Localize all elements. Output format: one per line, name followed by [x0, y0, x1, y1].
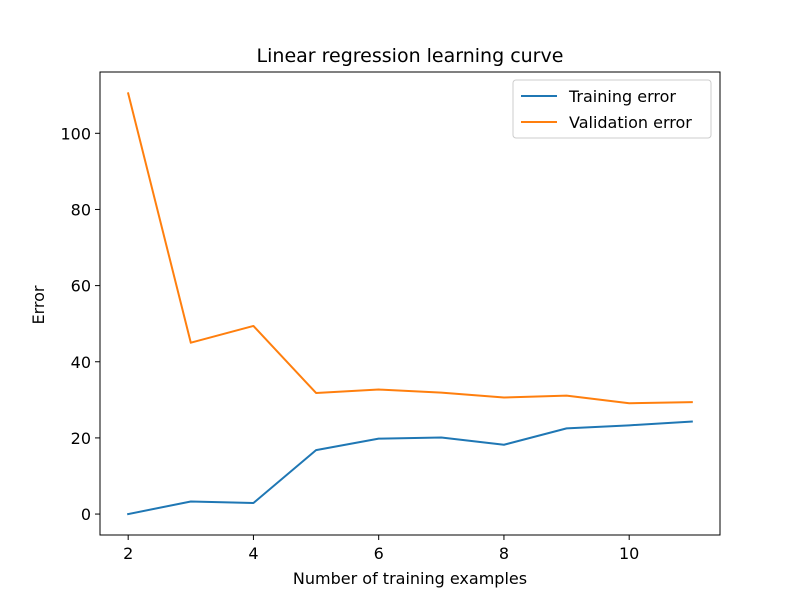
x-tick-label: 6	[374, 544, 384, 563]
chart-title: Linear regression learning curve	[257, 45, 564, 67]
legend-label-training-error: Training error	[568, 87, 676, 106]
x-tick-label: 4	[248, 544, 258, 563]
legend: Training error Validation error	[513, 80, 711, 138]
legend-label-validation-error: Validation error	[569, 113, 692, 132]
y-tick-label: 80	[71, 200, 91, 219]
x-tick-label: 8	[499, 544, 509, 563]
x-tick-label: 10	[619, 544, 639, 563]
x-tick-label: 2	[123, 544, 133, 563]
y-tick-label: 60	[71, 277, 91, 296]
y-tick-label: 20	[71, 429, 91, 448]
y-tick-label: 40	[71, 353, 91, 372]
y-axis-title: Error	[29, 285, 48, 324]
y-tick-label: 0	[81, 505, 91, 524]
y-tick-label: 100	[60, 124, 91, 143]
x-axis-title: Number of training examples	[293, 569, 527, 588]
